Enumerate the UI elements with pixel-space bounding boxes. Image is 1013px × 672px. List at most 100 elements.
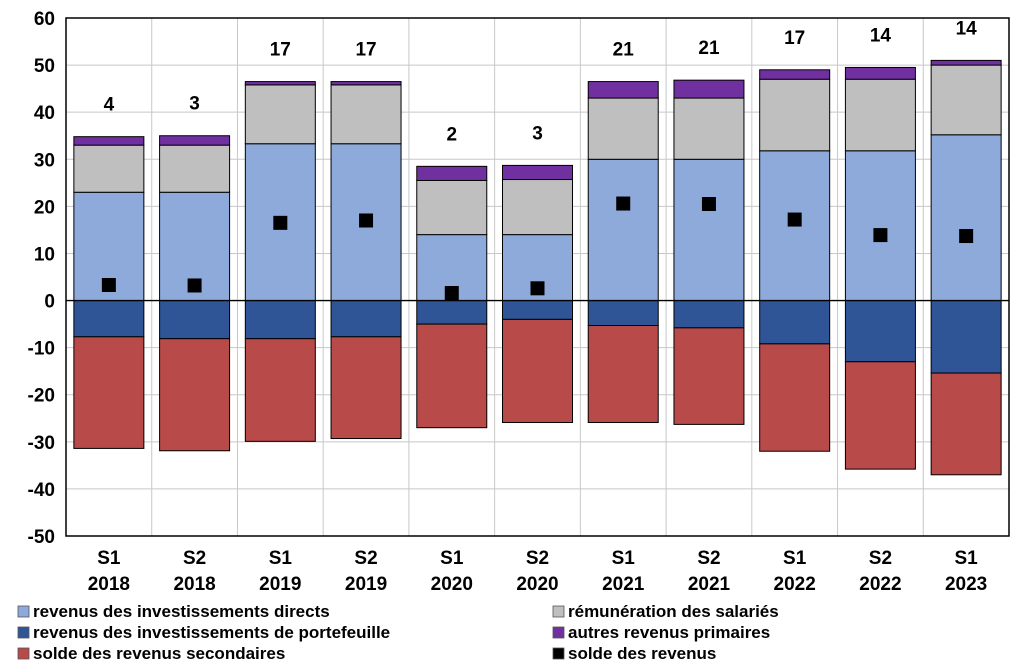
plot-border [65,17,1010,537]
bar-segment [330,81,402,86]
y-tick-label: 20 [34,197,55,218]
balance-data-label: 14 [870,25,892,46]
data-labels: 4 3 17 17 2 3 21 21 17 14 14 [104,18,978,145]
x-tick-label-year: 2019 [259,574,301,595]
x-tick-label-period: S2 [183,548,206,569]
y-tick-label: 60 [34,9,55,30]
x-tick-label-period: S1 [612,548,636,569]
balance-data-label: 2 [446,124,457,145]
bar-segment [244,84,316,145]
y-tick-label: 30 [34,150,55,171]
y-tick-label: -50 [28,527,55,548]
legend-label: autres revenus primaires [568,623,770,642]
legend: revenus des investissements directs rémun… [17,602,779,663]
balance-marker [787,212,802,227]
legend-swatch [552,647,565,660]
bar-segment [930,59,1002,66]
bar-segment [244,81,316,86]
balance-data-label: 14 [956,18,978,39]
legend-swatch [552,626,565,639]
x-tick-label-period: S2 [526,548,549,569]
bar-segment [416,179,488,236]
bar-segment [844,300,916,363]
balance-data-label: 17 [270,40,291,61]
balance-data-label: 21 [698,38,720,59]
x-tick-label-period: S2 [869,548,892,569]
x-tick-label-year: 2018 [88,574,130,595]
legend-swatch [17,605,30,618]
bar-segment [502,179,573,236]
x-tick-label-year: 2018 [173,574,215,595]
legend-swatch [17,626,30,639]
y-tick-label: -40 [28,480,55,501]
bar-segment [587,97,659,160]
bar-segment [416,165,488,181]
bar-segment [502,300,573,320]
x-tick-label-year: 2023 [945,574,987,595]
y-axis-ticks: 60 50 40 30 20 10 0 -10 -20 -30 -40 -50 [28,9,55,548]
x-tick-label-year: 2019 [345,574,387,595]
y-tick-label: -10 [28,339,55,360]
balance-marker [959,229,974,244]
bar-segment [416,300,488,325]
bar-segment [759,343,831,452]
bar-segment [930,372,1002,476]
legend-label: solde des revenus secondaires [33,644,285,663]
balance-marker [273,215,288,230]
x-tick-label-year: 2022 [859,574,901,595]
x-tick-label-period: S1 [783,548,807,569]
x-tick-label-period: S1 [97,548,121,569]
bar-segment [73,300,145,338]
bar-segment [73,136,145,146]
bar-segment [330,84,402,145]
y-tick-label: 0 [44,292,55,313]
bar-segment [759,69,831,80]
balance-data-label: 17 [784,28,805,49]
bar-segment [159,135,231,146]
x-tick-label-year: 2022 [774,574,816,595]
bar-segment [159,338,231,452]
balance-marker [530,281,545,296]
bar-segment [930,300,1002,374]
bar-segment [844,78,916,152]
bar-segment [587,300,659,327]
bar-segment [73,336,145,449]
balance-data-label: 4 [104,95,115,116]
bar-segment [587,81,659,99]
x-axis-ticks: S1 2018 S2 2018 S1 2019 S2 2019 S1 2020 S2 2020 S1 20… [88,548,988,595]
legend-label: revenus des investissements directs [33,602,330,621]
y-tick-label: -30 [28,433,55,454]
bar-segment [844,150,916,302]
x-tick-label-year: 2021 [688,574,731,595]
legend-label: solde des revenus [568,644,716,663]
bar-segment [330,300,402,338]
bar-segment [673,97,745,160]
legend-swatch [552,605,565,618]
bar-segment [587,325,659,424]
y-tick-label: -20 [28,386,55,407]
legend-swatch [17,647,30,660]
balance-data-label: 17 [355,40,376,61]
bar-segment [930,64,1002,136]
bar-segment [587,158,659,302]
bar-segment [930,134,1002,302]
bar-segment [673,300,745,329]
bar-segment [673,327,745,425]
bar-segment [159,144,231,193]
y-tick-label: 50 [34,56,55,77]
bar-segment [844,361,916,470]
balance-marker [444,286,459,301]
bar-segment [844,66,916,80]
x-tick-label-period: S1 [269,548,293,569]
balance-marker [187,278,202,293]
bar-segment [673,158,745,302]
bar-segment [759,300,831,345]
bar-segment [244,338,316,442]
balance-marker [101,278,116,293]
legend-label: rémunération des salariés [568,602,779,621]
bars [73,59,1002,476]
x-tick-label-period: S2 [354,548,377,569]
bar-segment [502,318,573,424]
x-tick-label-year: 2020 [516,574,558,595]
